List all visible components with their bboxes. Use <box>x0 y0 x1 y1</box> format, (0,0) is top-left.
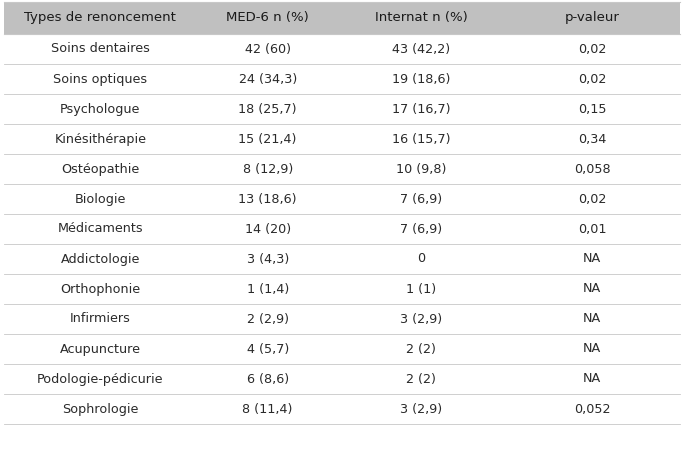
Bar <box>4 214 680 244</box>
Text: Psychologue: Psychologue <box>60 103 140 116</box>
Text: 16 (15,7): 16 (15,7) <box>392 132 451 145</box>
Text: 3 (2,9): 3 (2,9) <box>400 402 443 415</box>
Text: NA: NA <box>583 312 601 325</box>
Text: 0,02: 0,02 <box>578 193 606 206</box>
Text: 0,058: 0,058 <box>574 162 610 176</box>
Text: 14 (20): 14 (20) <box>245 222 291 235</box>
Text: 42 (60): 42 (60) <box>245 42 291 55</box>
Text: 8 (11,4): 8 (11,4) <box>242 402 293 415</box>
Text: 13 (18,6): 13 (18,6) <box>239 193 297 206</box>
Text: 43 (42,2): 43 (42,2) <box>393 42 451 55</box>
Text: Soins optiques: Soins optiques <box>53 72 147 86</box>
Text: 1 (1): 1 (1) <box>406 283 436 296</box>
Text: 1 (1,4): 1 (1,4) <box>246 283 289 296</box>
Text: Ostéopathie: Ostéopathie <box>61 162 140 176</box>
Bar <box>4 394 680 424</box>
Bar <box>4 124 680 154</box>
Text: Addictologie: Addictologie <box>61 252 140 266</box>
Text: 6 (8,6): 6 (8,6) <box>246 373 289 386</box>
Text: 18 (25,7): 18 (25,7) <box>239 103 297 116</box>
Text: 0,02: 0,02 <box>578 72 606 86</box>
Text: NA: NA <box>583 283 601 296</box>
Text: 0,15: 0,15 <box>578 103 607 116</box>
Text: 0,052: 0,052 <box>574 402 610 415</box>
Text: Acupuncture: Acupuncture <box>60 342 141 356</box>
Text: Médicaments: Médicaments <box>57 222 143 235</box>
Text: Podologie-pédicurie: Podologie-pédicurie <box>37 373 163 386</box>
Text: 3 (2,9): 3 (2,9) <box>400 312 443 325</box>
Text: Internat n (%): Internat n (%) <box>375 12 468 24</box>
Text: Infirmiers: Infirmiers <box>70 312 131 325</box>
Text: NA: NA <box>583 252 601 266</box>
Bar <box>4 64 680 94</box>
Bar <box>4 274 680 304</box>
Text: 7 (6,9): 7 (6,9) <box>400 222 443 235</box>
Bar <box>4 2 680 34</box>
Text: 0: 0 <box>417 252 425 266</box>
Text: 2 (2,9): 2 (2,9) <box>247 312 289 325</box>
Text: 24 (34,3): 24 (34,3) <box>239 72 297 86</box>
Text: 8 (12,9): 8 (12,9) <box>243 162 293 176</box>
Bar <box>4 364 680 394</box>
Text: NA: NA <box>583 342 601 356</box>
Bar <box>4 94 680 124</box>
Text: NA: NA <box>583 373 601 386</box>
Text: Kinésithérapie: Kinésithérapie <box>54 132 146 145</box>
Bar <box>4 334 680 364</box>
Text: Biologie: Biologie <box>75 193 126 206</box>
Text: 17 (16,7): 17 (16,7) <box>392 103 451 116</box>
Text: Types de renoncement: Types de renoncement <box>25 12 176 24</box>
Text: p-valeur: p-valeur <box>565 12 620 24</box>
Bar <box>4 154 680 184</box>
Bar <box>4 304 680 334</box>
Text: 15 (21,4): 15 (21,4) <box>239 132 297 145</box>
Text: Soins dentaires: Soins dentaires <box>51 42 150 55</box>
Text: Sophrologie: Sophrologie <box>62 402 139 415</box>
Text: 10 (9,8): 10 (9,8) <box>396 162 447 176</box>
Text: 0,02: 0,02 <box>578 42 606 55</box>
Bar <box>4 244 680 274</box>
Text: 0,34: 0,34 <box>578 132 606 145</box>
Text: 0,01: 0,01 <box>578 222 607 235</box>
Text: 7 (6,9): 7 (6,9) <box>400 193 443 206</box>
Text: 2 (2): 2 (2) <box>406 342 436 356</box>
Text: 3 (4,3): 3 (4,3) <box>246 252 289 266</box>
Text: MED-6 n (%): MED-6 n (%) <box>226 12 309 24</box>
Text: 2 (2): 2 (2) <box>406 373 436 386</box>
Text: 19 (18,6): 19 (18,6) <box>392 72 451 86</box>
Bar <box>4 34 680 64</box>
Text: Orthophonie: Orthophonie <box>60 283 140 296</box>
Text: 4 (5,7): 4 (5,7) <box>246 342 289 356</box>
Bar <box>4 184 680 214</box>
